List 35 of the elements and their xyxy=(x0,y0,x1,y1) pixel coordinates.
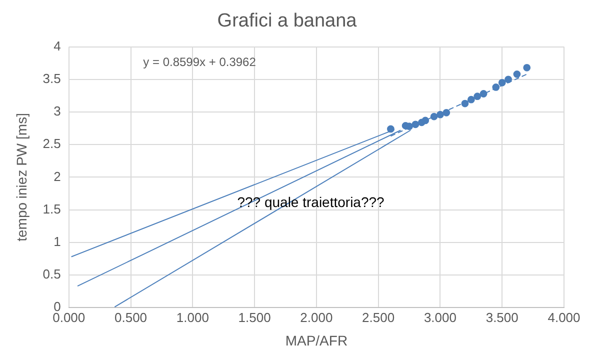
point xyxy=(513,70,521,78)
annotation: y = 0.8599x + 0.3962 xyxy=(143,55,256,70)
point xyxy=(422,116,430,124)
x-tick-label: 3.000 xyxy=(424,310,456,325)
point xyxy=(523,64,531,72)
chart-title: Grafici a banana xyxy=(217,10,358,32)
y-tick-label: 3.5 xyxy=(42,70,61,86)
y-tick-label: 2.5 xyxy=(42,136,61,152)
point xyxy=(430,112,438,120)
point xyxy=(474,92,482,100)
point xyxy=(442,108,450,116)
y-tick-label: 1.5 xyxy=(42,201,61,216)
x-tick-label: 2.000 xyxy=(300,310,333,325)
point xyxy=(387,125,394,133)
x-tick-label: 3.500 xyxy=(486,310,518,325)
y-axis-title: tempo iniez PW [ms] xyxy=(13,113,30,242)
point xyxy=(498,78,506,86)
y-tick-label: 3 xyxy=(54,104,61,119)
x-axis-title: MAP/AFR xyxy=(285,332,348,348)
point xyxy=(467,96,475,104)
y-tick-label: 2 xyxy=(54,168,61,184)
point xyxy=(461,100,469,108)
y-tick-label: 4 xyxy=(54,38,61,54)
point xyxy=(492,84,500,91)
point xyxy=(436,110,444,118)
y-tick-label: 0.5 xyxy=(42,266,61,282)
y-tick-label: 1 xyxy=(54,234,61,249)
x-tick-label: 0.500 xyxy=(114,310,148,325)
point xyxy=(412,120,420,128)
point xyxy=(480,90,488,98)
x-tick-label: 4.000 xyxy=(548,310,580,325)
x-tick-label: 1.000 xyxy=(176,310,209,325)
point xyxy=(504,76,512,84)
x-tick-label: 1.500 xyxy=(238,310,271,325)
x-tick-label: 2.500 xyxy=(362,310,395,325)
